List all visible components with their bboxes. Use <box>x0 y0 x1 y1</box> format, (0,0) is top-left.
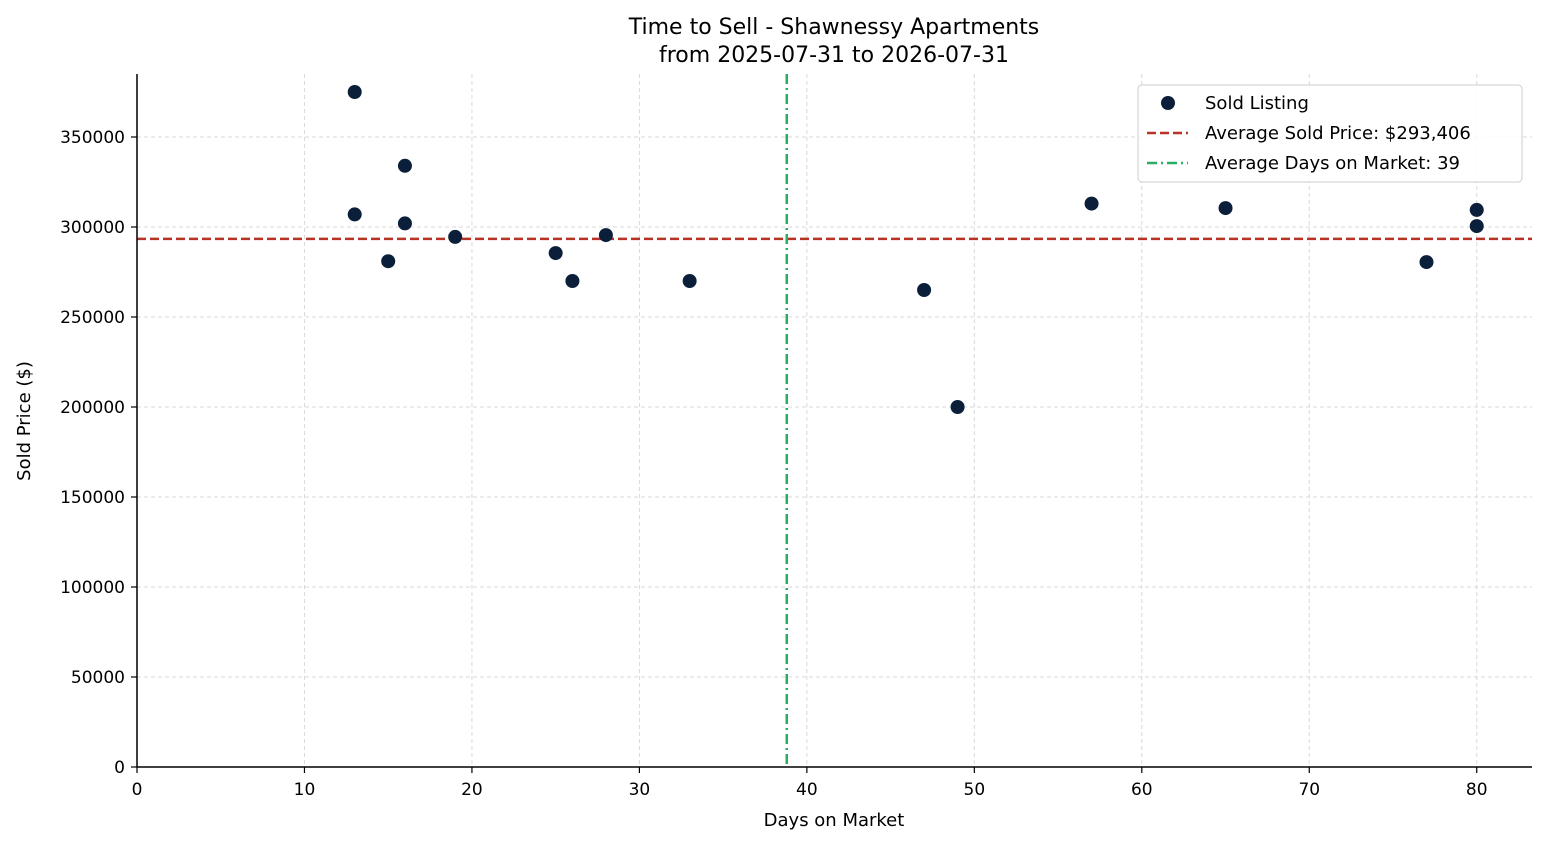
data-point <box>347 85 362 99</box>
x-tick-label: 60 <box>1131 780 1153 800</box>
data-point <box>950 400 965 414</box>
y-tick-label: 300000 <box>60 218 125 238</box>
legend-label-average-price: Average Sold Price: $293,406 <box>1205 123 1471 144</box>
x-tick-label: 10 <box>294 780 316 800</box>
x-tick-label: 40 <box>796 780 818 800</box>
data-point <box>1218 201 1233 216</box>
data-point <box>917 283 932 297</box>
y-tick-label: 350000 <box>60 128 125 148</box>
legend-box <box>1137 84 1523 183</box>
x-tick-label: 70 <box>1298 780 1320 800</box>
y-tick-label: 250000 <box>60 308 125 328</box>
x-tick-label: 0 <box>132 780 143 800</box>
x-tick-label: 50 <box>964 780 986 800</box>
y-tick-label: 100000 <box>60 578 125 598</box>
legend: Sold Listing Average Sold Price: $293,40… <box>1137 84 1523 183</box>
reference-lines <box>137 74 1532 767</box>
legend-label-average-days: Average Days on Market: 39 <box>1205 153 1460 174</box>
data-point <box>1469 202 1484 217</box>
y-tick-label: 150000 <box>60 488 125 508</box>
y-tick-label: 0 <box>114 758 125 778</box>
legend-label-sold-listing: Sold Listing <box>1205 93 1309 114</box>
x-axis-label: Days on Market <box>764 810 905 831</box>
data-points <box>347 85 1484 414</box>
axes: 0 10 20 30 40 50 60 70 80 0 50000 100000 150000 20000… <box>60 74 1532 800</box>
data-point <box>397 158 412 173</box>
data-point <box>347 207 362 222</box>
y-axis-label: Sold Price ($) <box>14 361 35 481</box>
data-point <box>1084 196 1099 211</box>
x-tick-label: 20 <box>461 780 483 800</box>
data-point <box>1469 219 1484 234</box>
data-point <box>548 246 563 261</box>
data-point <box>682 274 697 288</box>
data-point <box>397 216 412 231</box>
y-tick-label: 50000 <box>71 668 125 688</box>
data-point <box>565 274 580 288</box>
chart-subtitle: from 2025-07-31 to 2026-07-31 <box>659 43 1009 68</box>
x-tick-label: 30 <box>629 780 651 800</box>
data-point <box>598 228 613 243</box>
data-point <box>381 254 396 269</box>
chart-title: Time to Sell - Shawnessy Apartments <box>628 15 1040 40</box>
y-tick-label: 200000 <box>60 398 125 418</box>
data-point <box>448 229 463 244</box>
x-tick-label: 80 <box>1466 780 1488 800</box>
data-point <box>1419 255 1434 270</box>
legend-marker-sold-listing <box>1161 96 1175 110</box>
